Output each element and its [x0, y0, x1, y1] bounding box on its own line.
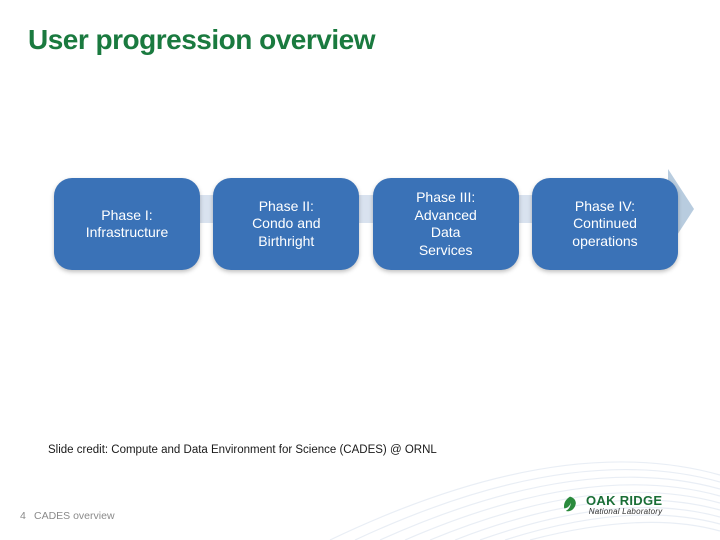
footer-text: CADES overview — [34, 510, 115, 522]
logo-sub: National Laboratory — [586, 508, 662, 516]
phase-4-label: Phase IV: Continued operations — [572, 198, 637, 251]
phase-3-label: Phase III: Advanced Data Services — [415, 189, 477, 259]
logo-main: OAK RIDGE — [586, 494, 662, 507]
phase-2: Phase II: Condo and Birthright — [213, 178, 359, 270]
phase-1: Phase I: Infrastructure — [54, 178, 200, 270]
slide: User progression overview Phase I: Infra… — [0, 0, 720, 540]
slide-title: User progression overview — [28, 24, 375, 56]
background-swoosh — [0, 0, 720, 540]
phase-row: Phase I: Infrastructure Phase II: Condo … — [54, 178, 678, 270]
phase-3: Phase III: Advanced Data Services — [373, 178, 519, 270]
phase-4: Phase IV: Continued operations — [532, 178, 678, 270]
leaf-icon — [560, 495, 580, 515]
ornl-logo: OAK RIDGE National Laboratory — [560, 494, 662, 516]
logo-text: OAK RIDGE National Laboratory — [586, 494, 662, 516]
page-number: 4 — [20, 510, 26, 522]
phase-1-label: Phase I: Infrastructure — [86, 207, 168, 242]
phase-2-label: Phase II: Condo and Birthright — [252, 198, 321, 251]
slide-title-text: User progression overview — [28, 24, 375, 55]
slide-credit: Slide credit: Compute and Data Environme… — [48, 444, 437, 456]
